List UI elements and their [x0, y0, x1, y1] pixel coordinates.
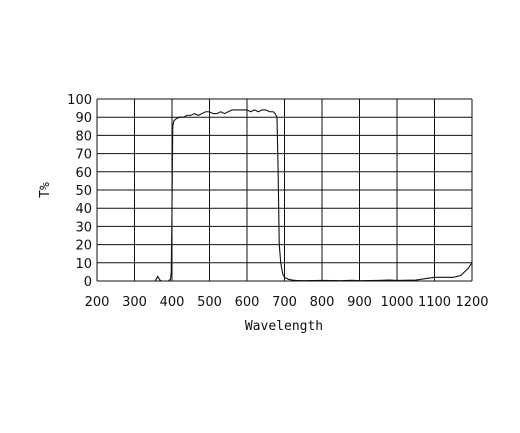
y-tick-label: 70	[75, 148, 92, 163]
transmission-curve	[154, 109, 473, 282]
y-tick-label: 60	[75, 166, 92, 181]
y-tick-labels: 0 10 20 30 40 50 60 70 80 90 100	[67, 93, 92, 290]
y-tick-label: 0	[84, 275, 92, 290]
y-tick-label: 40	[75, 202, 92, 217]
x-tick-label: 800	[310, 295, 335, 310]
y-tick-label: 80	[75, 129, 92, 144]
x-tick-label: 1100	[418, 295, 451, 310]
y-tick-label: 50	[75, 184, 92, 199]
x-tick-label: 1200	[455, 295, 488, 310]
x-tick-label: 400	[160, 295, 185, 310]
x-tick-label: 200	[85, 295, 110, 310]
y-tick-label: 20	[75, 239, 92, 254]
x-tick-label: 700	[272, 295, 297, 310]
x-tick-label: 900	[347, 295, 372, 310]
x-axis-label: Wavelength	[245, 319, 323, 334]
grid	[96, 98, 473, 282]
y-tick-label: 10	[75, 257, 92, 272]
x-tick-label: 1000	[380, 295, 413, 310]
x-tick-label: 600	[235, 295, 260, 310]
y-tick-label: 100	[67, 93, 92, 108]
x-tick-label: 300	[122, 295, 147, 310]
x-tick-label: 500	[197, 295, 222, 310]
y-axis-label: T%	[38, 182, 53, 198]
y-tick-label: 30	[75, 220, 92, 235]
y-tick-label: 90	[75, 111, 92, 126]
x-tick-labels: 200 300 400 500 600 700 800 900 1000 1100 1200	[85, 295, 489, 310]
